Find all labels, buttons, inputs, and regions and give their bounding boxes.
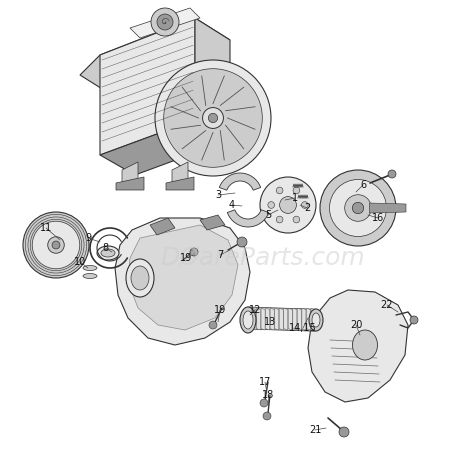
Ellipse shape: [240, 307, 256, 333]
Circle shape: [329, 180, 386, 237]
Text: 11: 11: [40, 223, 52, 233]
Circle shape: [155, 60, 271, 176]
Polygon shape: [307, 308, 310, 330]
Circle shape: [23, 212, 89, 278]
Ellipse shape: [97, 246, 119, 260]
Polygon shape: [128, 225, 238, 330]
Text: 22: 22: [381, 300, 393, 310]
Text: 9: 9: [85, 233, 91, 243]
Polygon shape: [100, 18, 230, 77]
Text: 16: 16: [372, 213, 384, 223]
Text: 17: 17: [259, 377, 271, 387]
Circle shape: [352, 202, 364, 214]
Text: 1: 1: [292, 193, 298, 203]
Polygon shape: [219, 173, 261, 190]
Circle shape: [52, 241, 60, 249]
Polygon shape: [130, 8, 200, 38]
Ellipse shape: [309, 309, 323, 331]
Circle shape: [48, 237, 64, 253]
Ellipse shape: [243, 311, 253, 329]
Circle shape: [237, 237, 247, 247]
Circle shape: [190, 248, 198, 256]
Polygon shape: [150, 218, 175, 235]
Circle shape: [301, 201, 308, 209]
Polygon shape: [100, 120, 230, 175]
Polygon shape: [302, 308, 306, 330]
Polygon shape: [252, 308, 256, 330]
Polygon shape: [284, 308, 288, 330]
Text: 18: 18: [262, 390, 274, 400]
Ellipse shape: [312, 313, 320, 327]
Circle shape: [263, 412, 271, 420]
Polygon shape: [256, 308, 261, 330]
Polygon shape: [248, 307, 315, 331]
Text: 21: 21: [309, 425, 321, 435]
Text: 12: 12: [249, 305, 261, 315]
Polygon shape: [369, 203, 406, 213]
Text: 10: 10: [74, 257, 86, 267]
Circle shape: [345, 195, 371, 221]
Circle shape: [293, 216, 300, 223]
Text: 19: 19: [180, 253, 192, 263]
Circle shape: [202, 108, 223, 128]
Ellipse shape: [126, 259, 154, 297]
Circle shape: [280, 197, 296, 213]
Ellipse shape: [131, 266, 149, 290]
Polygon shape: [195, 18, 230, 140]
Text: 19: 19: [214, 305, 226, 315]
Circle shape: [209, 321, 217, 329]
Circle shape: [276, 187, 283, 194]
Polygon shape: [116, 177, 144, 190]
Text: 7: 7: [217, 250, 223, 260]
Polygon shape: [122, 162, 138, 185]
Polygon shape: [270, 308, 274, 330]
Polygon shape: [261, 308, 265, 330]
Polygon shape: [228, 210, 269, 227]
Text: DØareParts.com: DØareParts.com: [160, 246, 365, 270]
Polygon shape: [100, 18, 195, 155]
Circle shape: [260, 399, 268, 407]
Text: 13: 13: [264, 317, 276, 327]
Circle shape: [32, 221, 80, 269]
Polygon shape: [166, 177, 194, 190]
Circle shape: [209, 113, 218, 123]
Polygon shape: [288, 308, 292, 330]
Ellipse shape: [83, 265, 97, 271]
Circle shape: [410, 316, 418, 324]
Circle shape: [268, 201, 274, 209]
Ellipse shape: [83, 273, 97, 279]
Circle shape: [339, 427, 349, 437]
Polygon shape: [115, 218, 250, 345]
Text: 14,15: 14,15: [289, 323, 317, 333]
Text: 8: 8: [102, 243, 108, 253]
Circle shape: [164, 69, 262, 167]
Circle shape: [260, 177, 316, 233]
Polygon shape: [308, 290, 408, 402]
Polygon shape: [293, 308, 297, 330]
Circle shape: [151, 8, 179, 36]
Ellipse shape: [101, 249, 115, 257]
Circle shape: [320, 170, 396, 246]
Polygon shape: [80, 55, 135, 97]
Text: 2: 2: [304, 203, 310, 213]
Polygon shape: [265, 308, 270, 330]
Text: 3: 3: [215, 190, 221, 200]
Circle shape: [293, 187, 300, 194]
Polygon shape: [311, 308, 315, 330]
Polygon shape: [279, 308, 283, 330]
Text: 20: 20: [350, 320, 362, 330]
Circle shape: [157, 14, 173, 30]
Circle shape: [388, 170, 396, 178]
Text: 4: 4: [229, 200, 235, 210]
Polygon shape: [297, 308, 301, 330]
Ellipse shape: [353, 330, 377, 360]
Text: 5: 5: [265, 210, 271, 220]
Polygon shape: [172, 162, 188, 185]
Circle shape: [276, 216, 283, 223]
Polygon shape: [275, 308, 279, 330]
Text: 6: 6: [360, 180, 366, 190]
Polygon shape: [200, 215, 225, 230]
